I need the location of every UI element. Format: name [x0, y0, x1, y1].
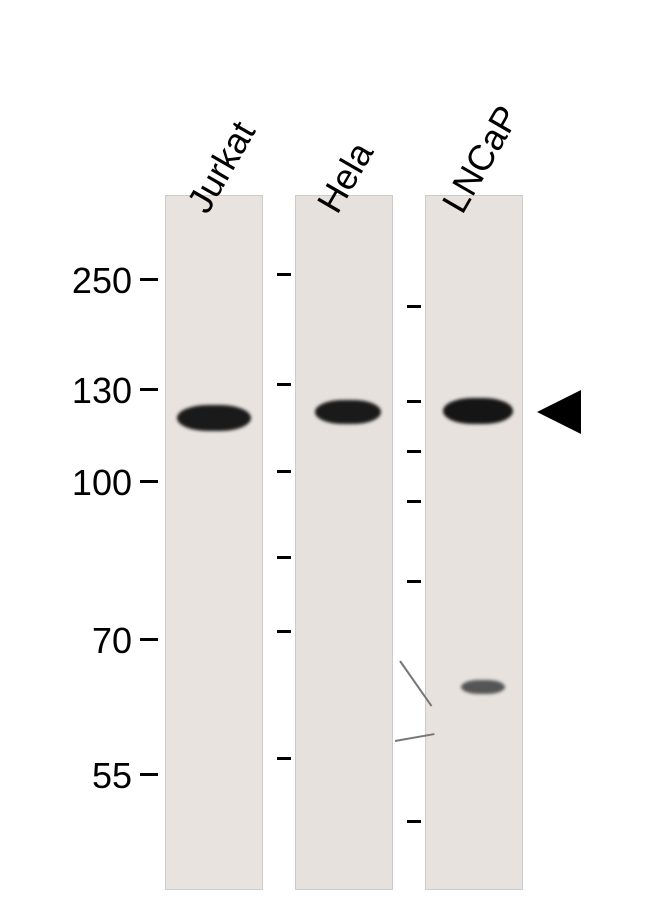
mw-label-55: 55: [42, 755, 132, 797]
marker-tick: [277, 630, 291, 633]
marker-tick: [277, 556, 291, 559]
band: [177, 405, 251, 431]
marker-tick: [277, 757, 291, 760]
marker-tick: [277, 383, 291, 386]
mw-tick: [140, 638, 158, 641]
mw-label-130: 130: [42, 370, 132, 412]
lane-lncap: [425, 195, 523, 890]
marker-tick: [407, 450, 421, 453]
band: [315, 400, 381, 424]
mw-tick: [140, 773, 158, 776]
marker-tick: [407, 820, 421, 823]
marker-tick: [407, 305, 421, 308]
lane-hela: [295, 195, 393, 890]
mw-label-70: 70: [42, 620, 132, 662]
mw-tick: [140, 278, 158, 281]
mw-tick: [140, 388, 158, 391]
western-blot-figure: Jurkat Hela LNCaP 250 130 100 70 55: [0, 0, 650, 921]
marker-tick: [407, 580, 421, 583]
band: [461, 680, 505, 694]
target-band-arrow-icon: [537, 390, 581, 434]
lane-jurkat: [165, 195, 263, 890]
band: [443, 398, 513, 424]
marker-tick: [407, 500, 421, 503]
marker-tick: [407, 400, 421, 403]
mw-tick: [140, 480, 158, 483]
mw-label-100: 100: [42, 462, 132, 504]
marker-tick: [277, 470, 291, 473]
mw-label-250: 250: [42, 260, 132, 302]
marker-tick: [277, 273, 291, 276]
